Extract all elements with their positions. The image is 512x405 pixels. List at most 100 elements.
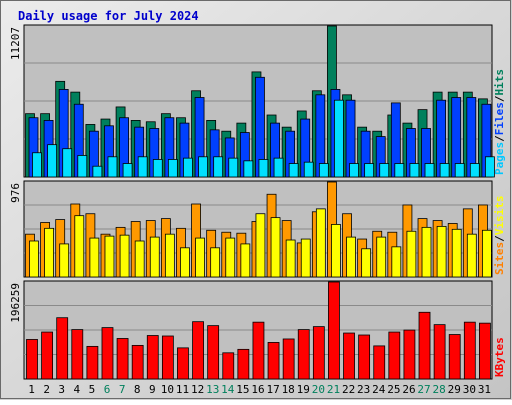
x-tick-11: 11 [176,383,189,396]
bar-kbytes-day-7 [116,338,129,380]
bar-pages-day-27 [424,163,435,178]
bar-sites-day-3 [59,243,70,278]
x-tick-16: 16 [251,383,264,396]
x-tick-21: 21 [327,383,340,396]
bar-sites-day-6 [104,235,115,278]
bar-kbytes-day-9 [146,335,159,380]
bar-pages-day-5 [92,165,103,178]
bar-sites-day-12 [195,237,205,278]
bar-sites-day-17 [270,217,281,278]
legend-files: Files [493,102,506,135]
x-tick-26: 26 [402,383,415,396]
x-tick-22: 22 [342,383,355,396]
bar-sites-day-18 [285,239,296,278]
y-max-label: 11207 [9,27,22,60]
bar-kbytes-day-19 [297,329,310,380]
bar-sites-day-14 [225,237,236,278]
x-tick-27: 27 [417,383,430,396]
x-tick-6: 6 [104,383,111,396]
bar-pages-day-10 [167,159,178,178]
bar-pages-day-1 [32,152,42,178]
bar-pages-day-20 [318,163,329,178]
y-max-label: 196259 [9,283,22,323]
x-tick-20: 20 [312,383,325,396]
bar-kbytes-day-11 [177,347,189,380]
bar-pages-day-19 [303,161,314,178]
bar-pages-day-26 [409,163,420,178]
chart-title: Daily usage for July 2024 [18,9,199,23]
bar-kbytes-day-1 [26,339,38,380]
bar-pages-day-3 [62,148,73,178]
legend-sites-visits: Sites/Visits [493,196,506,276]
bar-kbytes-day-22 [343,332,355,380]
x-tick-4: 4 [74,383,81,396]
bar-kbytes-day-13 [207,325,220,380]
bar-kbytes-day-29 [448,334,461,380]
bar-sites-day-27 [421,226,432,278]
bar-kbytes-day-10 [161,335,174,380]
bar-kbytes-day-28 [433,324,446,380]
bar-sites-day-5 [89,237,100,278]
bar-pages-day-29 [454,163,465,178]
x-tick-10: 10 [161,383,174,396]
bar-sites-day-20 [315,208,326,278]
legend-sites: Sites [493,242,506,275]
bar-sites-day-13 [210,247,221,278]
bar-kbytes-day-25 [388,331,401,380]
legend-pages: Pages [493,142,506,175]
x-tick-28: 28 [433,383,446,396]
bar-kbytes-day-3 [56,317,69,380]
bar-kbytes-day-8 [131,344,144,380]
bar-kbytes-day-31 [478,322,491,380]
bar-pages-day-16 [258,159,269,178]
legend-hits: Hits [493,69,506,96]
bar-sites-day-2 [44,227,54,278]
bar-pages-day-11 [183,157,193,178]
x-tick-17: 17 [266,383,279,396]
bar-pages-day-2 [47,144,57,178]
x-tick-12: 12 [191,383,204,396]
bar-sites-day-9 [149,236,160,278]
bar-pages-day-30 [469,163,480,178]
bar-pages-day-6 [107,156,118,178]
bar-sites-day-11 [180,247,190,278]
bar-kbytes-day-14 [222,352,235,380]
bar-pages-day-22 [349,163,359,178]
bar-kbytes-day-6 [101,327,114,380]
x-tick-29: 29 [448,383,461,396]
x-tick-23: 23 [357,383,370,396]
bar-sites-day-16 [255,213,266,278]
x-tick-31: 31 [478,383,491,396]
x-tick-5: 5 [89,383,96,396]
bar-kbytes-day-17 [267,342,280,380]
bar-pages-day-15 [243,160,254,178]
bar-kbytes-day-15 [237,348,250,380]
bar-sites-day-30 [466,233,477,278]
x-tick-24: 24 [372,383,386,396]
bar-kbytes-day-4 [71,329,84,380]
legend-visits: Visits [493,196,506,236]
bar-sites-day-23 [361,248,372,278]
bar-pages-day-28 [439,163,450,178]
bar-sites-day-19 [300,238,311,278]
bar-sites-day-31 [481,229,492,278]
bar-kbytes-day-21 [328,281,340,380]
x-tick-13: 13 [206,383,219,396]
bar-pages-day-21 [334,99,344,178]
x-tick-30: 30 [463,383,476,396]
bar-kbytes-day-18 [282,338,295,380]
bar-sites-day-22 [346,236,356,278]
panel-sites-visits: 976 Sites/Visits [9,180,506,278]
x-tick-2: 2 [43,383,50,396]
bar-pages-day-13 [213,156,224,178]
bar-kbytes-day-12 [192,321,204,380]
x-tick-3: 3 [58,383,65,396]
bar-kbytes-day-5 [86,345,99,380]
bar-sites-day-24 [376,236,387,278]
bar-kbytes-day-2 [41,331,53,380]
bar-pages-day-17 [273,157,284,178]
x-tick-8: 8 [134,383,141,396]
bar-kbytes-day-23 [358,334,371,380]
bar-pages-day-7 [122,163,133,178]
